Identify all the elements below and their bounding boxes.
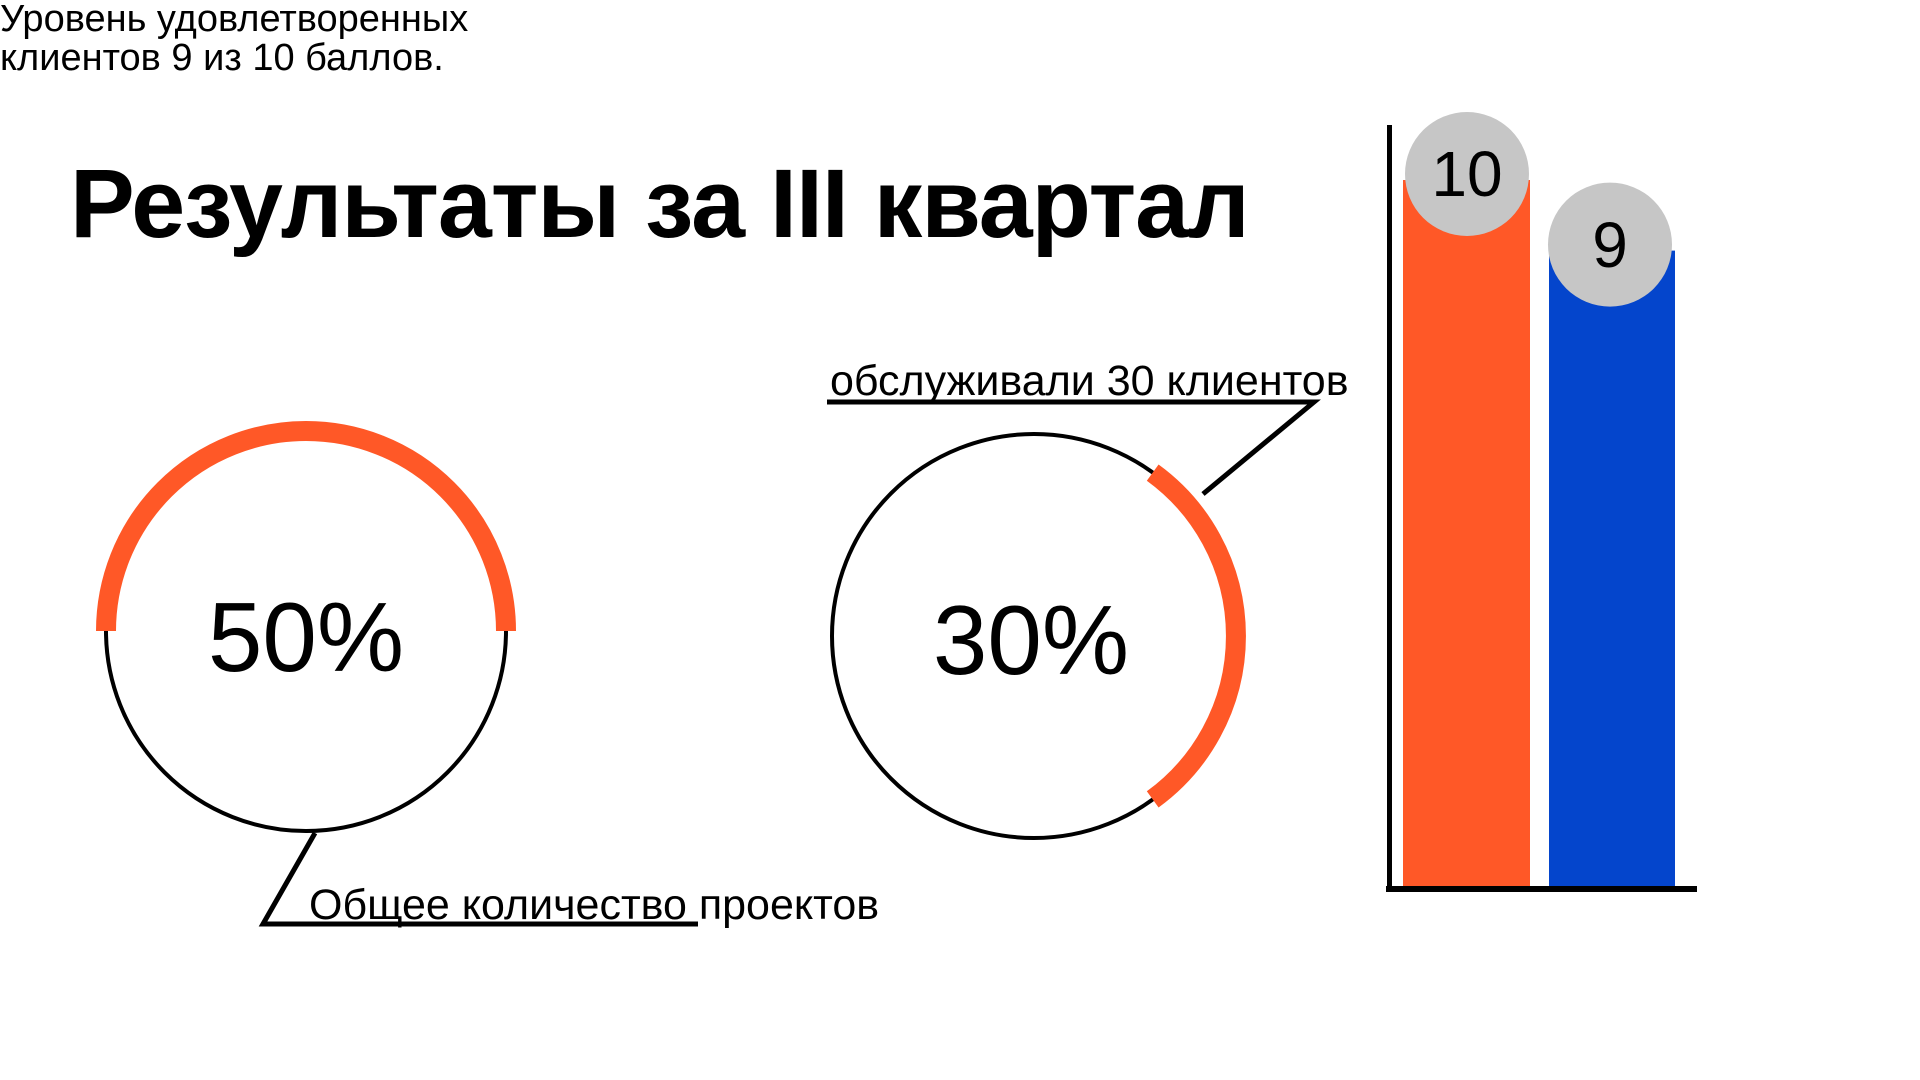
x-axis-line [1386,886,1697,892]
projects-callout-label: Общее количество проектов [309,881,880,929]
clients-donut-arc [1146,464,1246,808]
satisfaction-badge-circle-9 [1548,182,1672,307]
y-axis-line [1387,125,1392,892]
satisfaction-bar-orange [1403,180,1530,886]
satisfaction-caption: Уровень удовлетворенных клиентов 9 из 10… [0,0,1920,78]
satisfaction-caption-line-2: клиентов 9 из 10 баллов. [0,37,444,79]
satisfaction-caption-line-1: Уровень удовлетворенных [0,0,469,40]
projects-donut-value: 50% [207,582,405,692]
satisfaction-badge-circle-10 [1405,112,1529,236]
satisfaction-badge-value-10: 10 [1431,138,1503,210]
projects-donut-arc [96,421,516,632]
clients-callout-line [827,399,1321,496]
clients-donut-value: 30% [932,585,1130,695]
clients-callout-label: обслуживали 30 клиентов [830,357,1349,405]
satisfaction-bar-blue [1549,250,1675,887]
page-title: Результаты за III квартал [70,148,1250,258]
projects-callout-line [258,831,698,927]
satisfaction-badge-value-9: 9 [1592,208,1628,281]
